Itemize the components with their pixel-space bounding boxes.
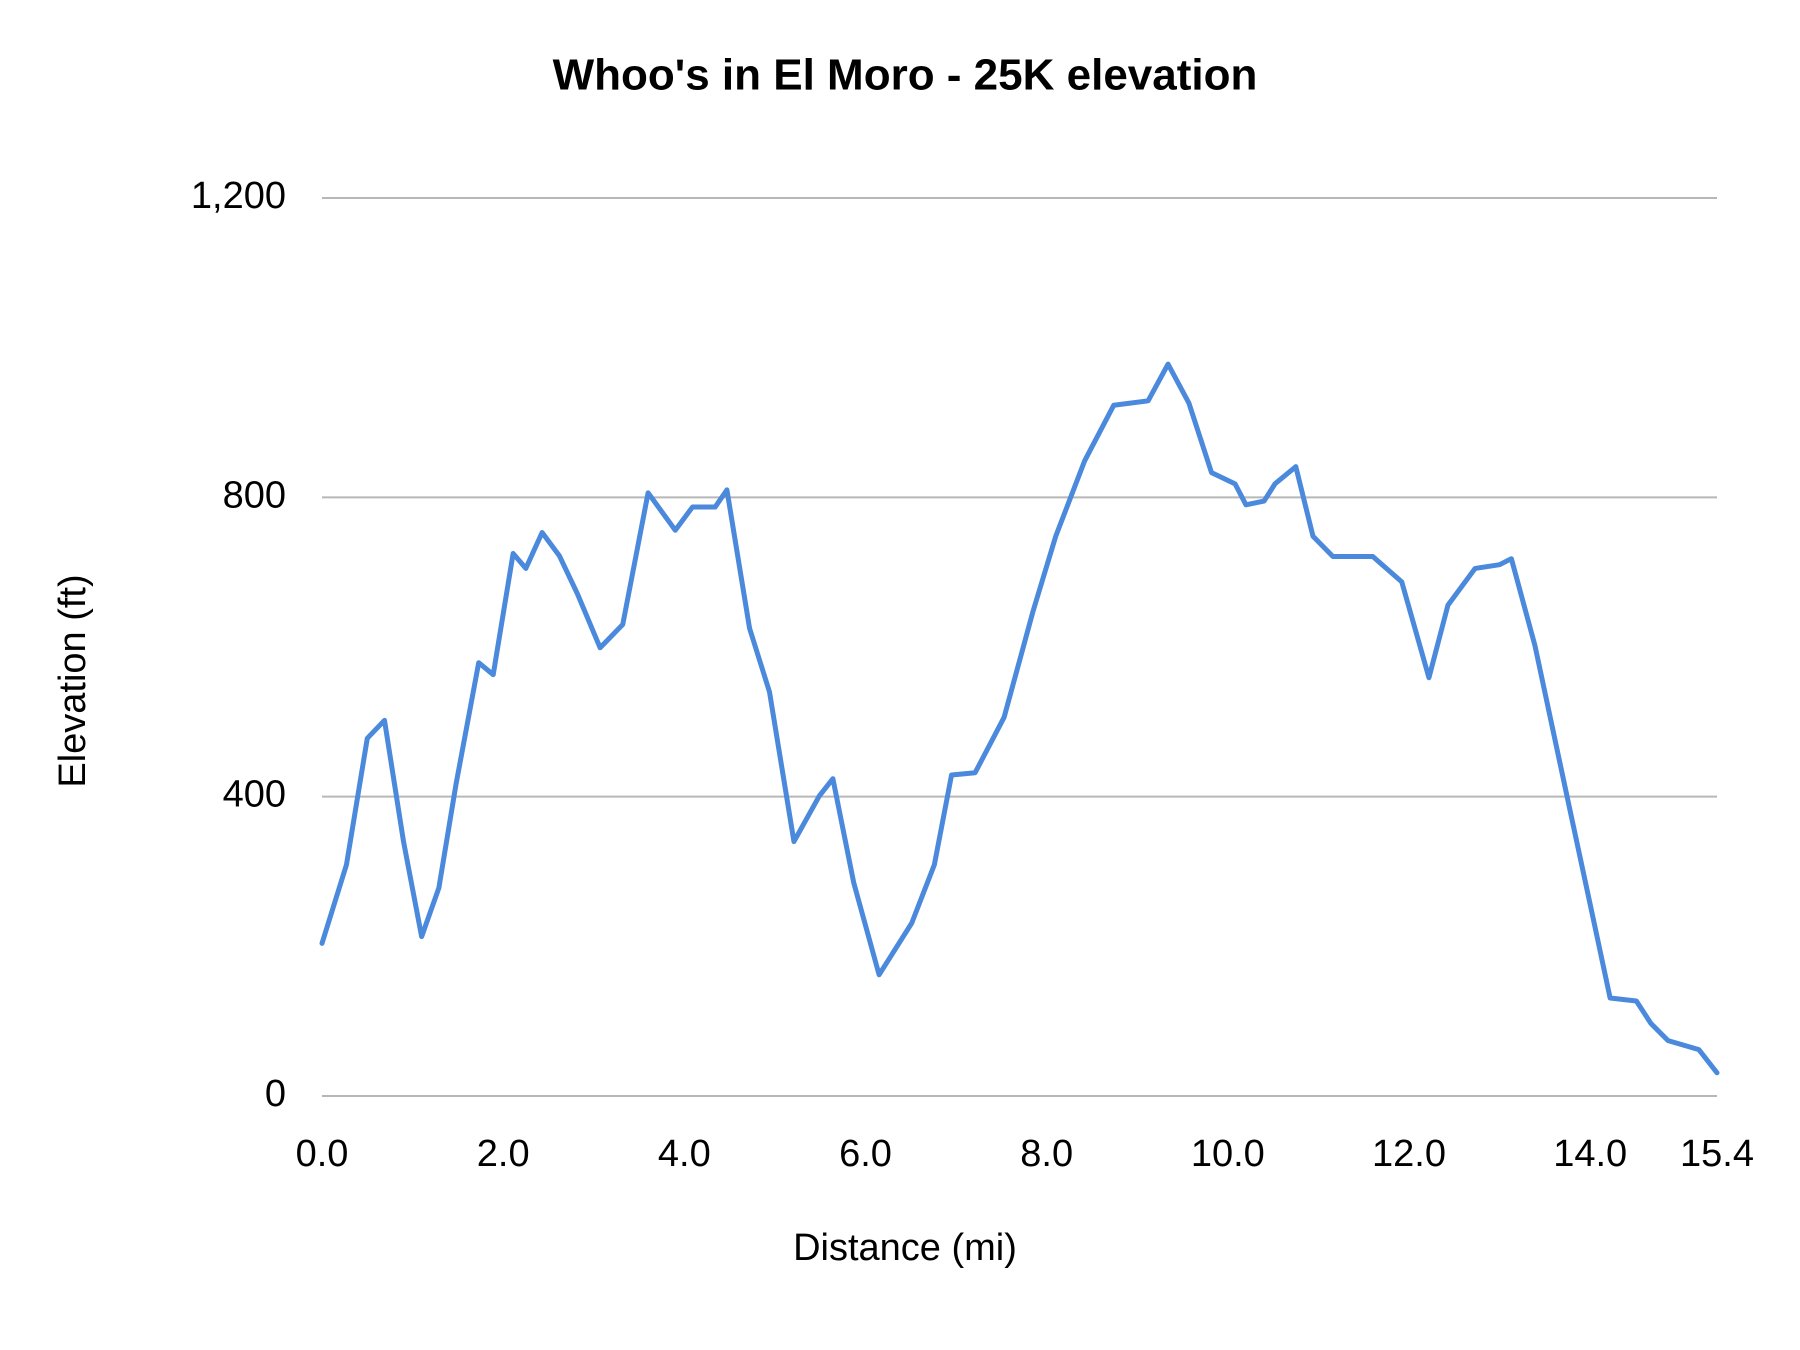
x-tick-label: 4.0 bbox=[658, 1133, 711, 1175]
x-tick-label: 0.0 bbox=[296, 1133, 349, 1175]
x-axis-title: Distance (mi) bbox=[793, 1227, 1017, 1269]
y-tick-label: 1,200 bbox=[191, 175, 286, 217]
y-axis-title: Elevation (ft) bbox=[52, 574, 94, 787]
x-tick-label: 12.0 bbox=[1372, 1133, 1446, 1175]
x-tick-label: 15.4 bbox=[1680, 1133, 1754, 1175]
x-tick-label: 14.0 bbox=[1553, 1133, 1627, 1175]
chart-title: Whoo's in El Moro - 25K elevation bbox=[553, 51, 1258, 100]
y-tick-label: 400 bbox=[223, 774, 286, 816]
x-tick-label: 8.0 bbox=[1020, 1133, 1073, 1175]
x-tick-label: 10.0 bbox=[1191, 1133, 1265, 1175]
y-tick-label: 0 bbox=[265, 1073, 286, 1115]
x-tick-label: 2.0 bbox=[477, 1133, 530, 1175]
y-tick-label: 800 bbox=[223, 474, 286, 516]
elevation-line bbox=[319, 361, 1720, 1076]
x-tick-label: 6.0 bbox=[839, 1133, 892, 1175]
